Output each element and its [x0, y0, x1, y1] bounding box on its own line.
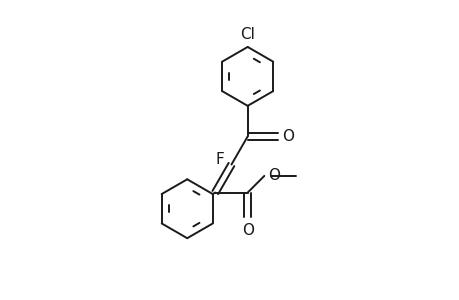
Text: F: F [215, 152, 224, 167]
Text: O: O [241, 223, 253, 238]
Text: O: O [282, 129, 294, 144]
Text: O: O [267, 168, 279, 183]
Text: Cl: Cl [240, 27, 255, 42]
